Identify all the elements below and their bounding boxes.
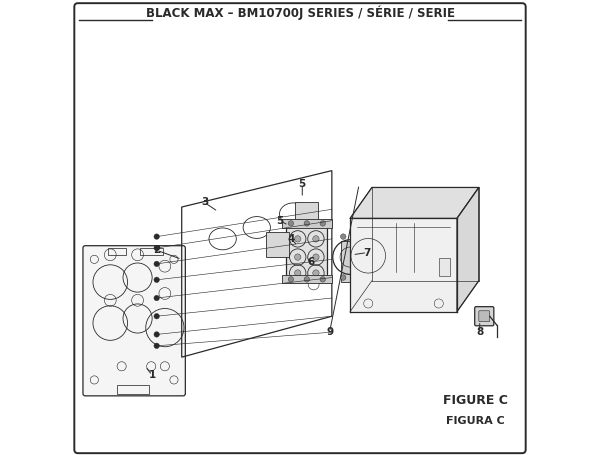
Text: 2: 2 — [153, 245, 160, 255]
Circle shape — [304, 277, 310, 282]
FancyBboxPatch shape — [295, 202, 318, 224]
Text: 8: 8 — [476, 327, 484, 337]
Circle shape — [288, 221, 293, 226]
Polygon shape — [457, 187, 479, 312]
Circle shape — [154, 261, 160, 267]
Circle shape — [313, 270, 319, 276]
Text: 6: 6 — [308, 257, 315, 267]
Text: 1: 1 — [149, 370, 156, 380]
Polygon shape — [140, 248, 163, 255]
Text: 9: 9 — [326, 327, 333, 337]
Circle shape — [320, 277, 325, 282]
Circle shape — [154, 332, 160, 337]
Text: BLACK MAX – BM10700J SERIES / SÉRIE / SERIE: BLACK MAX – BM10700J SERIES / SÉRIE / SE… — [146, 5, 455, 20]
Text: FIGURE C: FIGURE C — [443, 394, 508, 407]
Circle shape — [340, 275, 346, 280]
Circle shape — [295, 236, 301, 242]
Circle shape — [295, 270, 301, 276]
FancyBboxPatch shape — [479, 311, 490, 322]
Text: 4: 4 — [287, 234, 295, 244]
FancyBboxPatch shape — [266, 232, 289, 257]
Polygon shape — [117, 385, 149, 394]
Circle shape — [154, 245, 160, 251]
Circle shape — [288, 277, 293, 282]
Circle shape — [154, 295, 160, 301]
Polygon shape — [350, 218, 457, 312]
Circle shape — [295, 254, 301, 260]
Circle shape — [354, 234, 359, 239]
FancyBboxPatch shape — [282, 219, 332, 228]
Polygon shape — [350, 187, 479, 218]
Circle shape — [320, 221, 325, 226]
Circle shape — [313, 236, 319, 242]
Circle shape — [154, 234, 160, 239]
FancyBboxPatch shape — [475, 307, 494, 326]
Circle shape — [154, 343, 160, 349]
Polygon shape — [108, 248, 126, 255]
FancyBboxPatch shape — [83, 246, 185, 396]
FancyBboxPatch shape — [282, 275, 332, 283]
Text: 3: 3 — [201, 197, 208, 207]
FancyBboxPatch shape — [286, 223, 328, 282]
Text: 5: 5 — [276, 216, 283, 226]
Text: 7: 7 — [364, 248, 371, 258]
Circle shape — [313, 254, 319, 260]
Circle shape — [340, 234, 346, 239]
Circle shape — [154, 277, 160, 283]
FancyBboxPatch shape — [439, 258, 450, 277]
Circle shape — [354, 275, 359, 280]
FancyBboxPatch shape — [341, 241, 359, 282]
Text: 5: 5 — [299, 179, 306, 189]
Text: FIGURA C: FIGURA C — [446, 416, 505, 426]
Circle shape — [154, 313, 160, 319]
Circle shape — [304, 221, 310, 226]
